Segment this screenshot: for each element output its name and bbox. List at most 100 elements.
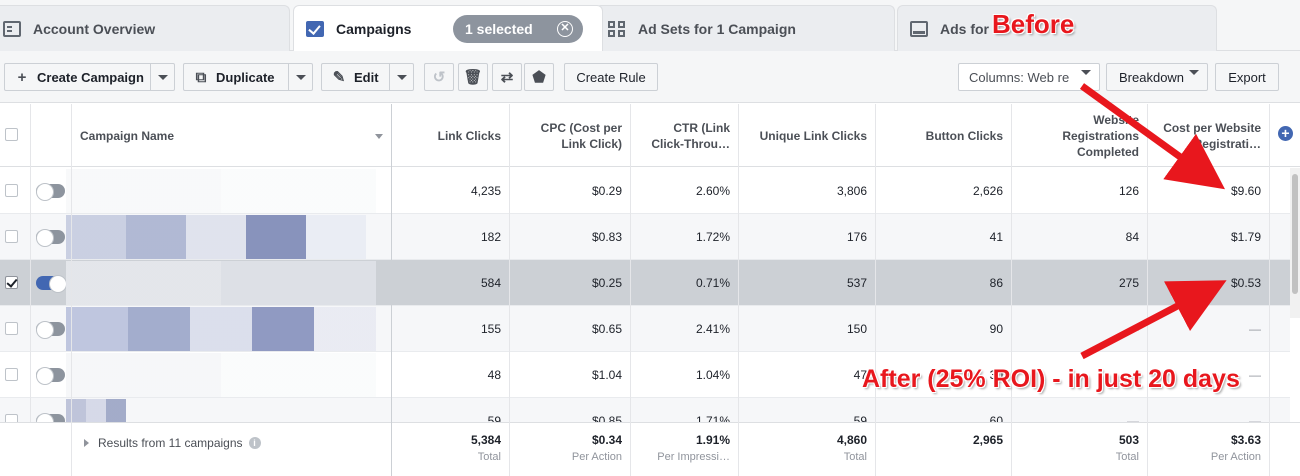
breakdown-dropdown[interactable]: Breakdown	[1106, 63, 1208, 91]
footer-value: 4,860	[836, 433, 867, 447]
undo-button[interactable]: ↺	[424, 63, 454, 91]
tab-label: Ads for	[940, 20, 989, 37]
footer-unique-link-clicks: 4,860 Total	[739, 423, 875, 476]
grid-icon	[608, 20, 626, 37]
edit-button[interactable]: ✎ Edit	[321, 63, 414, 91]
tab-ad-sets[interactable]: Ad Sets for 1 Campaign	[595, 5, 895, 51]
columns-label: Columns: Web re	[969, 69, 1070, 85]
export-button[interactable]: Export	[1215, 63, 1279, 91]
table-header: Campaign Name Link Clicks CPC (Cost per …	[0, 104, 1300, 167]
cell-cost-per-registration: —	[1249, 368, 1261, 382]
cell-cost-per-registration: $1.79	[1230, 230, 1261, 244]
cell-cpc: $1.04	[591, 368, 622, 382]
row-checkbox[interactable]	[5, 368, 18, 381]
selected-count-label: 1 selected	[465, 21, 533, 37]
sync-icon: ⇄	[500, 69, 514, 86]
table-row[interactable]: 584 $0.25 0.71% 537 86 275 $0.53	[0, 260, 1290, 306]
cell-cost-per-registration: $9.60	[1230, 184, 1261, 198]
duplicate-icon: ⧉	[195, 68, 207, 86]
col-header-campaign-name[interactable]: Campaign Name	[80, 128, 175, 143]
row-checkbox[interactable]	[5, 184, 18, 197]
cell-website-registrations: —	[1127, 368, 1139, 382]
col-header-button-clicks[interactable]: Button Clicks	[925, 128, 1003, 143]
footer-value: 5,384	[470, 433, 501, 447]
vertical-scrollbar[interactable]	[1290, 168, 1300, 318]
tag-button[interactable]: ⬟	[524, 63, 554, 91]
chevron-down-icon[interactable]	[150, 64, 174, 90]
campaign-table: Campaign Name Link Clicks CPC (Cost per …	[0, 104, 1300, 476]
cell-website-registrations: 126	[1118, 184, 1139, 198]
row-checkbox[interactable]	[5, 230, 18, 243]
selected-count-pill[interactable]: 1 selected ✕	[453, 15, 583, 43]
col-header-cost-per-registration[interactable]: Cost per Website Registrati…	[1163, 120, 1261, 151]
ad-icon	[910, 20, 928, 37]
create-rule-button[interactable]: Create Rule	[564, 63, 658, 91]
tab-label: Ad Sets for 1 Campaign	[638, 20, 796, 37]
select-all-checkbox[interactable]	[5, 128, 18, 141]
results-summary[interactable]: Results from 11 campaigns i	[84, 436, 261, 450]
col-header-cpc[interactable]: CPC (Cost per Link Click)	[540, 120, 622, 151]
table-row[interactable]: 48 $1.04 1.04% 47 30 — —	[0, 352, 1290, 398]
scrollbar-thumb[interactable]	[1292, 174, 1298, 294]
tab-account-overview[interactable]: Account Overview	[0, 5, 290, 51]
columns-dropdown[interactable]: Columns: Web re	[958, 63, 1100, 91]
campaign-name-redacted[interactable]	[66, 261, 376, 305]
undo-icon: ↺	[432, 69, 446, 86]
table-row[interactable]: 155 $0.65 2.41% 150 90 — —	[0, 306, 1290, 352]
duplicate-button[interactable]: ⧉ Duplicate	[183, 63, 313, 91]
footer-button-clicks: 2,965	[876, 423, 1011, 476]
tab-label: Campaigns	[336, 21, 412, 37]
row-checkbox[interactable]	[5, 322, 18, 335]
sort-caret-icon[interactable]	[375, 134, 383, 139]
info-icon[interactable]: i	[248, 437, 261, 449]
column-divider	[1269, 104, 1270, 476]
campaign-toggle[interactable]	[36, 229, 65, 247]
col-header-ctr[interactable]: CTR (Link Click-Throu…	[651, 120, 730, 151]
chevron-down-icon[interactable]	[288, 64, 312, 90]
col-header-unique-link-clicks[interactable]: Unique Link Clicks	[759, 128, 867, 143]
campaign-name-redacted[interactable]	[66, 169, 376, 213]
campaign-toggle[interactable]	[36, 275, 67, 293]
duplicate-label: Duplicate	[216, 69, 275, 85]
footer-value: 1.91%	[695, 433, 730, 447]
cell-unique-link-clicks: 47	[853, 368, 867, 382]
cell-ctr: 0.71%	[695, 276, 730, 290]
add-column-icon[interactable]: +	[1278, 126, 1293, 141]
table-row[interactable]: 4,235 $0.29 2.60% 3,806 2,626 126 $9.60	[0, 168, 1290, 214]
breakdown-label: Breakdown	[1119, 69, 1185, 85]
footer-cpc: $0.34 Per Action	[510, 423, 630, 476]
delete-button[interactable]: 🗑	[458, 63, 488, 91]
clear-selection-icon[interactable]: ✕	[557, 21, 573, 37]
footer-value: 2,965	[972, 433, 1003, 447]
col-header-website-registrations[interactable]: Website Registrations Completed	[1062, 112, 1139, 159]
campaign-name-redacted[interactable]	[66, 215, 366, 259]
campaign-toggle[interactable]	[36, 183, 65, 201]
cell-button-clicks: 90	[989, 322, 1003, 336]
footer-value: $0.34	[591, 433, 622, 447]
campaign-toggle[interactable]	[36, 321, 65, 339]
cell-website-registrations: 84	[1125, 230, 1139, 244]
row-checkbox[interactable]	[5, 276, 18, 289]
create-campaign-label: Create Campaign	[37, 69, 144, 85]
tab-ads[interactable]: Ads for	[897, 5, 1217, 51]
footer-value: 503	[1118, 433, 1139, 447]
footer-sub: Total	[477, 451, 501, 463]
cell-ctr: 1.72%	[695, 230, 730, 244]
footer-link-clicks: 5,384 Total	[392, 423, 509, 476]
campaign-toggle[interactable]	[36, 367, 65, 385]
col-header-link-clicks[interactable]: Link Clicks	[437, 128, 501, 143]
campaign-name-redacted[interactable]	[66, 307, 376, 351]
after-annotation: After (25% ROI) - in just 20 days	[862, 365, 1240, 393]
campaign-check-icon	[306, 21, 324, 37]
table-row[interactable]: 182 $0.83 1.72% 176 41 84 $1.79	[0, 214, 1290, 260]
ab-test-button[interactable]: ⇄	[492, 63, 522, 91]
column-divider	[71, 104, 72, 476]
create-campaign-button[interactable]: + Create Campaign	[4, 63, 175, 91]
cell-unique-link-clicks: 3,806	[836, 184, 867, 198]
chevron-down-icon[interactable]	[389, 64, 413, 90]
cell-cpc: $0.29	[591, 184, 622, 198]
cell-cpc: $0.25	[591, 276, 622, 290]
trash-icon: 🗑	[463, 69, 483, 86]
tab-label: Account Overview	[33, 20, 156, 37]
campaign-name-redacted[interactable]	[66, 353, 376, 397]
